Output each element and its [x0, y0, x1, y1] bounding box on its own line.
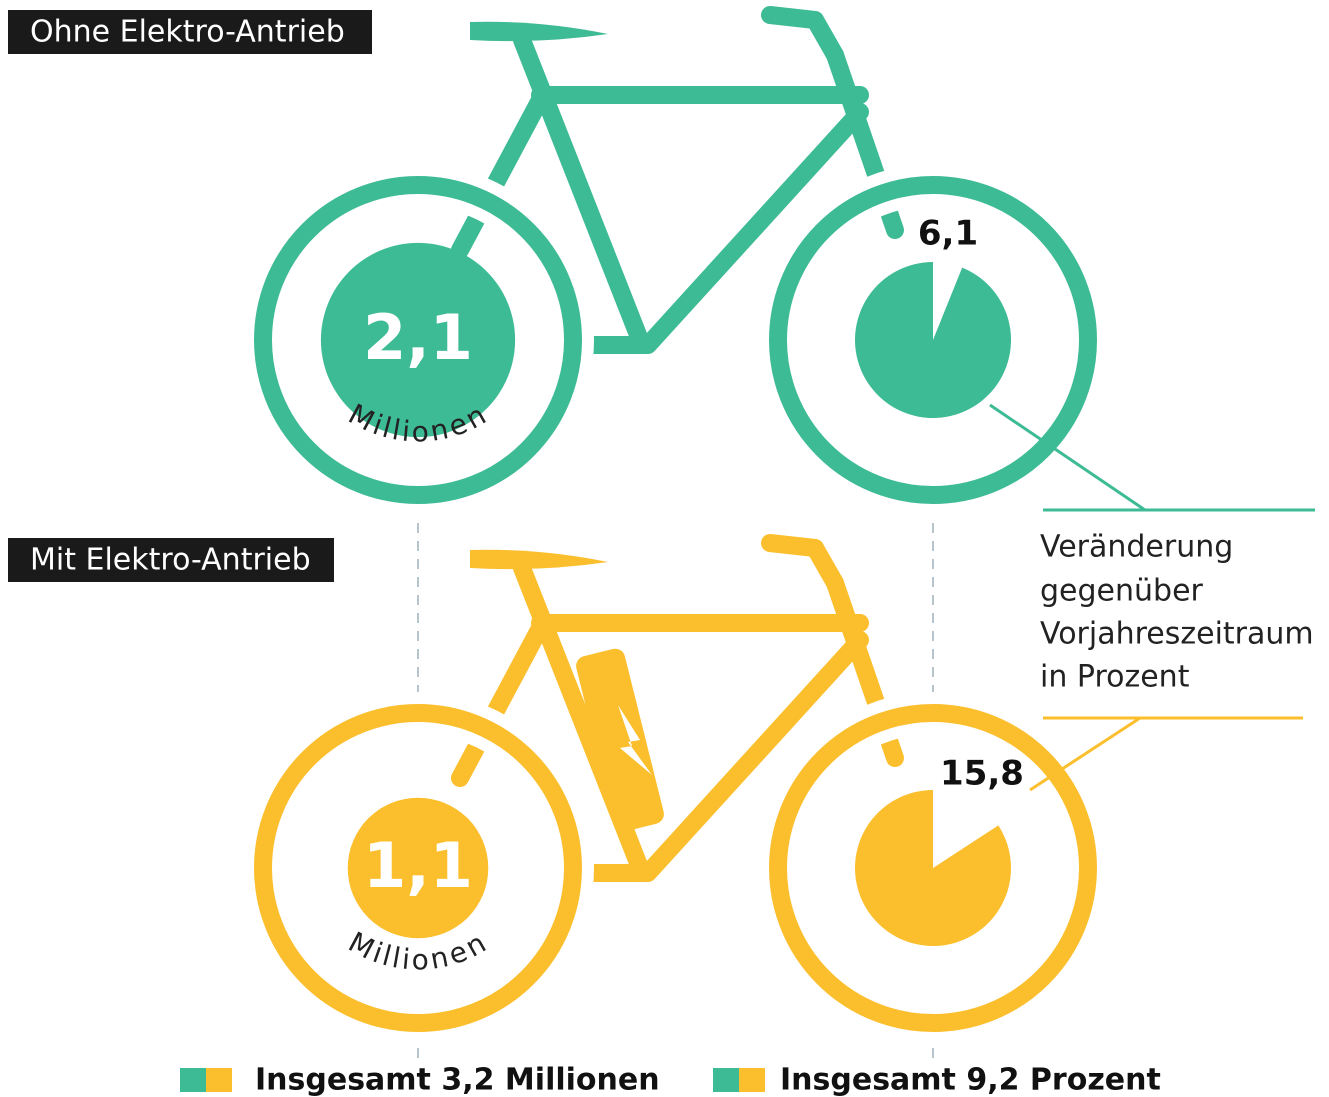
legend-swatch [180, 1068, 206, 1092]
saddle [470, 550, 608, 569]
change-pie [855, 262, 1011, 418]
annotation-text: in Prozent [1040, 660, 1190, 695]
change-value: 15,8 [940, 754, 1024, 794]
annotation-text: Vorjahreszeitraum [1040, 617, 1314, 652]
sales-value: 1,1 [363, 829, 473, 902]
legend-swatch [713, 1068, 739, 1092]
saddle [470, 22, 608, 41]
label: Ohne Elektro-Antrieb [30, 15, 345, 50]
legend-text: Insgesamt 3,2 Millionen [255, 1063, 660, 1097]
annotation-text: Veränderung [1040, 530, 1233, 565]
sales-value: 2,1 [363, 301, 473, 374]
legend-swatch [206, 1068, 232, 1092]
legend-text: Insgesamt 9,2 Prozent [780, 1063, 1161, 1097]
annotation-text: gegenüber [1040, 574, 1204, 609]
legend-swatch [739, 1068, 765, 1092]
label: Mit Elektro-Antrieb [30, 543, 311, 578]
legend: Insgesamt 3,2 Millionen Insgesamt 9,2 Pr… [180, 1063, 1161, 1097]
infographic: Ohne Elektro-Antrieb2,1Millionen6,1Mit E… [0, 0, 1329, 1097]
change-pie [855, 790, 1011, 946]
change-value: 6,1 [918, 214, 978, 254]
